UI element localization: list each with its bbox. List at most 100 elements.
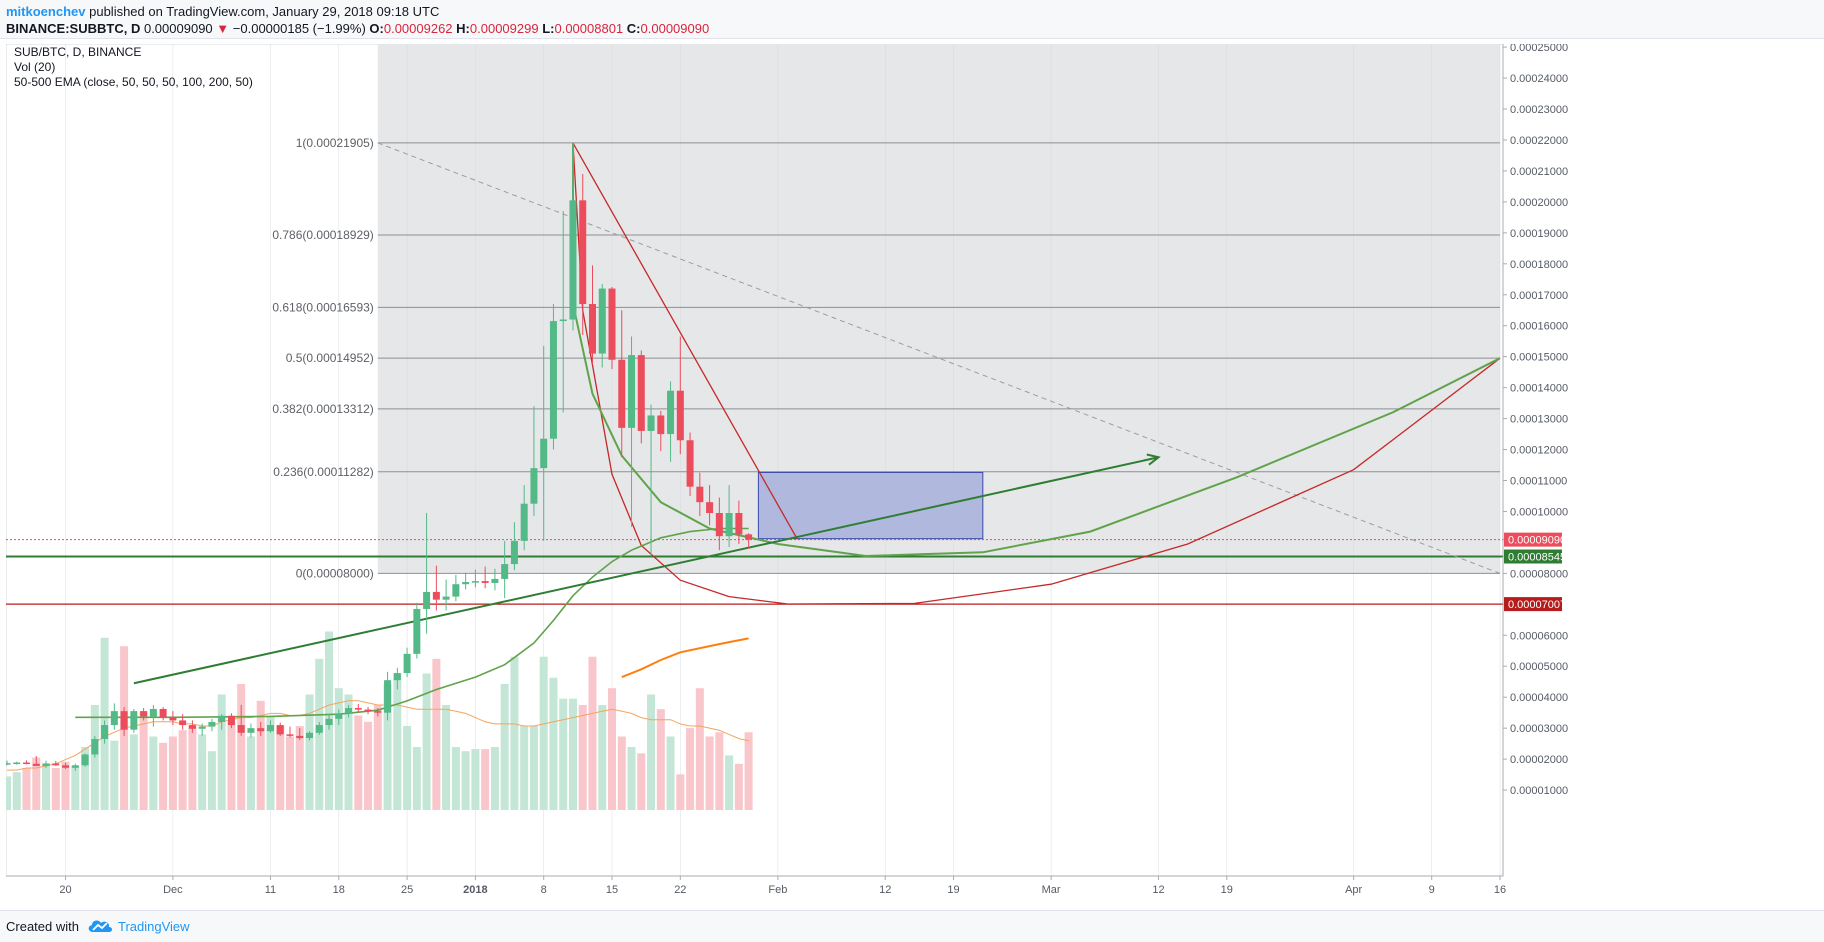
x-tick-label: 12 (879, 884, 891, 896)
candle-body (452, 584, 460, 597)
volume-bar (81, 747, 90, 810)
footer: Created with TradingView (0, 910, 1824, 942)
volume-bar (344, 694, 353, 810)
created-with-text: Created with (6, 919, 79, 934)
volume-bar (198, 734, 207, 810)
price-change: −0.00000185 (−1.99%) (232, 21, 366, 36)
volume-bar (471, 749, 480, 810)
last-price: 0.00009090 (143, 21, 213, 36)
y-tick-label: 0.00003000 (1510, 723, 1568, 735)
candle-body (179, 720, 187, 726)
quote-line: BINANCE:SUBBTC, D 0.00009090 ▼ −0.000001… (6, 21, 709, 36)
volume-bar (568, 698, 577, 810)
candle-body (501, 564, 509, 579)
candle-body (169, 717, 177, 721)
x-tick-label: 20 (59, 884, 71, 896)
candle-body (510, 540, 518, 565)
y-tick-label: 0.00014000 (1510, 383, 1568, 395)
close-value: 0.00009090 (640, 21, 710, 36)
chart-container[interactable]: 1(0.00021905) 0.786(0.00018929) 0.618(0.00… (3, 42, 1818, 908)
y-tick-label: 0.00008000 (1510, 568, 1568, 580)
volume-bar (666, 736, 675, 810)
fib-level-label: 0.236(0.00011282) (273, 465, 374, 479)
chart-legend: SUB/BTC, D, BINANCE Vol (20) 50-500 EMA … (14, 45, 253, 89)
x-tick-label: 19 (947, 884, 959, 896)
y-tick-label: 0.00019000 (1510, 228, 1568, 240)
volume-bar (588, 656, 597, 810)
axes: 0.00025000 0.00024000 0.00023000 0.00022000… (6, 42, 1568, 896)
volume-bar (168, 736, 177, 810)
candle-body (735, 513, 743, 535)
candle-body (432, 591, 440, 600)
legend-ema: 50-500 EMA (close, 50, 50, 50, 100, 200,… (14, 75, 253, 89)
volume-bar (256, 700, 265, 810)
legend-volume: Vol (20) (14, 60, 55, 74)
candle-body (579, 200, 587, 305)
y-tick-label: 0.00017000 (1510, 290, 1568, 302)
candle-body (120, 711, 128, 730)
fibonacci-levels[interactable]: 1(0.00021905) 0.786(0.00018929) 0.618(0.00… (272, 136, 1500, 580)
y-tick-label: 0.00004000 (1510, 692, 1568, 704)
candle-body (159, 708, 167, 718)
candle-body (335, 713, 343, 719)
candle-body (23, 762, 31, 765)
dashed-trendline (377, 142, 1501, 574)
volume-bar (393, 673, 402, 810)
candle-body (657, 415, 665, 435)
drawings[interactable] (75, 142, 1501, 719)
candle-body (696, 486, 704, 503)
price-chart[interactable]: 1(0.00021905) 0.786(0.00018929) 0.618(0.00… (3, 42, 1818, 908)
candle-body (81, 754, 89, 766)
volume-bar (3, 776, 11, 810)
candle-body (364, 709, 372, 712)
volume-bar (246, 736, 255, 810)
volume-bar (276, 726, 285, 810)
x-tick-label: Apr (1345, 884, 1362, 896)
candle-body (101, 725, 109, 739)
green-arc (572, 143, 1501, 558)
volume-bar (510, 656, 519, 810)
low-value: 0.00008801 (554, 21, 624, 36)
price-label-background (1504, 532, 1562, 547)
candle-body (130, 711, 138, 730)
author-link[interactable]: mitkoenchev (6, 4, 86, 19)
volume-bar (305, 694, 314, 810)
volume-bar (500, 684, 509, 810)
tradingview-cloud-icon[interactable] (86, 916, 114, 936)
volume-bar (432, 658, 441, 810)
x-tick-label: 22 (674, 884, 686, 896)
candle-body (481, 581, 489, 583)
volume-bar (461, 751, 470, 810)
volume-bar (373, 705, 382, 810)
candle-body (306, 732, 314, 739)
volume-bar (637, 753, 646, 810)
y-tick-label: 0.00002000 (1510, 754, 1568, 766)
candle-body (32, 763, 40, 766)
x-tick-label: Feb (768, 884, 787, 896)
candle-body (257, 728, 265, 732)
candle-body (667, 390, 675, 435)
volume-bar (403, 726, 412, 810)
volume-bar (608, 688, 617, 810)
volume-bar (295, 726, 304, 810)
fib-level-label: 0(0.00008000) (296, 566, 374, 580)
candle-body (286, 734, 294, 736)
volume-bar (354, 715, 363, 810)
fib-level-label: 0.382(0.00013312) (272, 402, 373, 416)
candle-body (325, 718, 333, 726)
open-label: O: (369, 21, 384, 36)
candle-body (374, 711, 382, 713)
candle-body (218, 715, 226, 722)
y-tick-label: 0.00015000 (1510, 352, 1568, 364)
tradingview-brand[interactable]: TradingView (118, 919, 190, 934)
volume-bar (412, 747, 421, 810)
x-tick-label: 15 (606, 884, 618, 896)
fib-level-label: 0.5(0.00014952) (286, 351, 374, 365)
volume-bar (578, 705, 587, 810)
volume-bar (71, 765, 80, 810)
price-label: 0.00009090 (1508, 535, 1566, 547)
candle-body (140, 711, 148, 717)
volume-bar (725, 755, 734, 810)
fib-level-label: 0.786(0.00018929) (272, 228, 373, 242)
candle-body (491, 578, 499, 583)
